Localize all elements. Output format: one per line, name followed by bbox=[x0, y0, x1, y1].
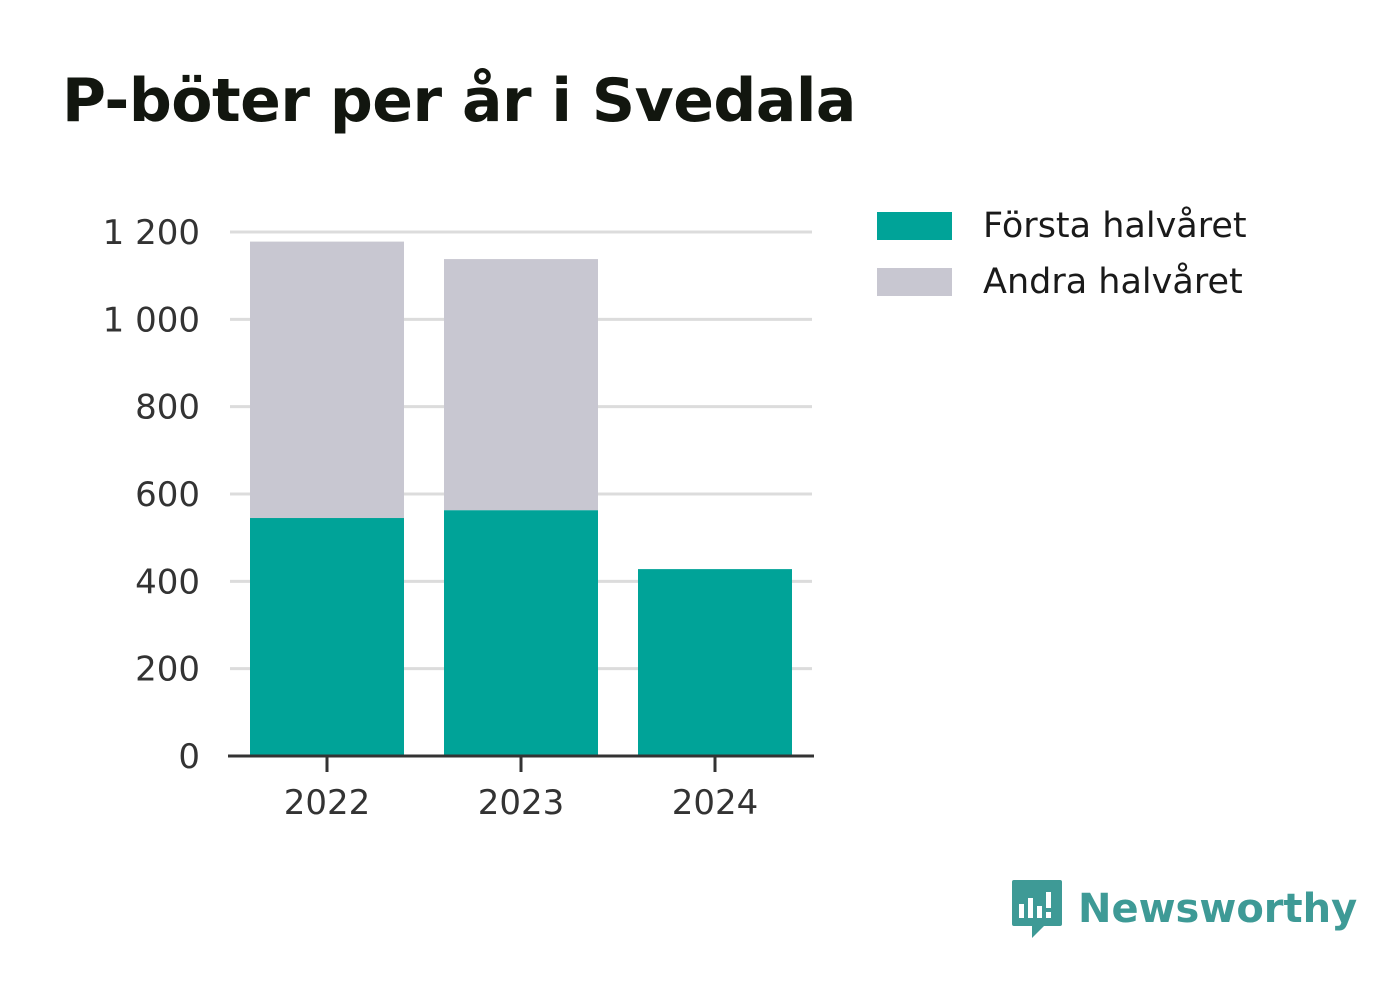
y-tick-label: 0 bbox=[178, 737, 200, 777]
bar-first-half-2022 bbox=[250, 518, 404, 756]
bar-first-half-2024 bbox=[638, 569, 792, 756]
legend-label-first-half: Första halvåret bbox=[983, 206, 1247, 246]
brand: Newsworthy bbox=[1010, 878, 1357, 940]
y-axis-ticks: 0 200 400 600 800 1 000 1 200 bbox=[103, 213, 200, 777]
bar-second-half-2023 bbox=[444, 259, 598, 511]
legend-label-second-half: Andra halvåret bbox=[983, 262, 1243, 302]
y-tick-label: 1 200 bbox=[103, 213, 200, 253]
x-tick-label: 2022 bbox=[284, 783, 371, 823]
x-tick-label: 2023 bbox=[478, 783, 565, 823]
legend-swatch-second-half bbox=[877, 268, 952, 296]
x-axis: 2022 2023 2024 bbox=[228, 754, 814, 823]
bar-second-half-2022 bbox=[250, 241, 404, 519]
x-tick-label: 2024 bbox=[672, 783, 759, 823]
brand-name: Newsworthy bbox=[1078, 886, 1358, 932]
bar-first-half-2023 bbox=[444, 510, 598, 756]
legend-item-second-half: Andra halvåret bbox=[877, 254, 1247, 310]
legend-swatch-first-half bbox=[877, 212, 952, 240]
legend-item-first-half: Första halvåret bbox=[877, 198, 1247, 254]
y-tick-label: 200 bbox=[135, 650, 200, 690]
y-tick-label: 800 bbox=[135, 388, 200, 428]
chart-title: P-böter per år i Svedala bbox=[62, 66, 856, 136]
y-tick-label: 600 bbox=[135, 475, 200, 515]
bars bbox=[250, 241, 792, 756]
newsworthy-logo-icon bbox=[1012, 880, 1062, 938]
legend: Första halvåret Andra halvåret bbox=[877, 198, 1247, 310]
y-tick-label: 400 bbox=[135, 562, 200, 602]
y-tick-label: 1 000 bbox=[103, 300, 200, 340]
